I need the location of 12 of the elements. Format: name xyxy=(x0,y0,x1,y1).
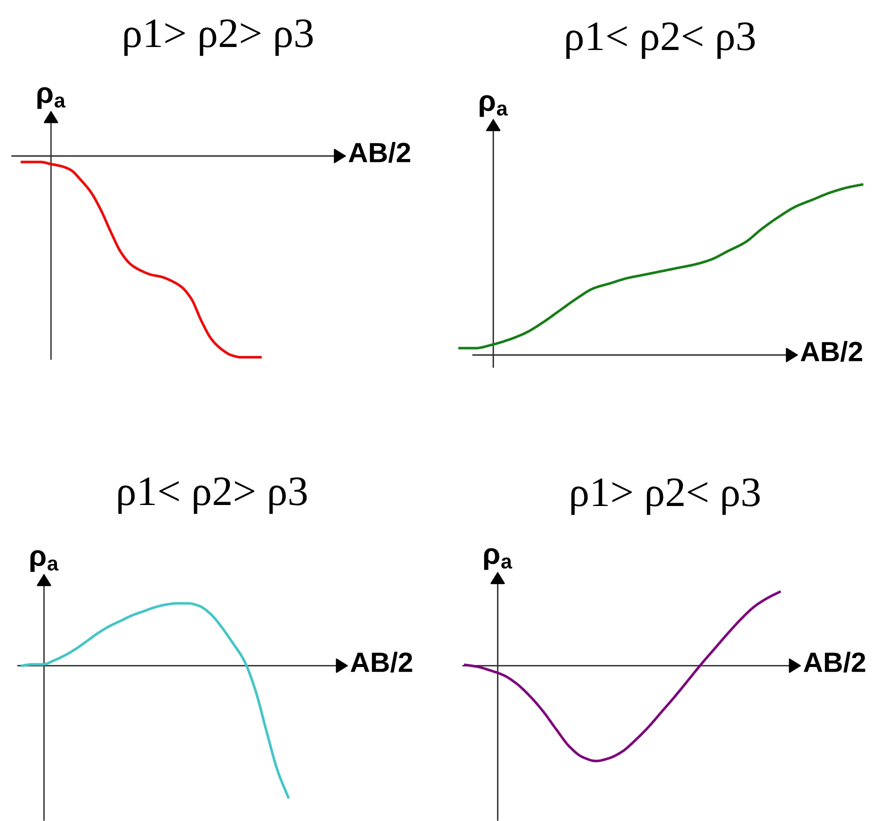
chart-title: ρ1< ρ2< ρ3 xyxy=(566,22,755,59)
x-axis-title: AB/2 xyxy=(800,341,862,362)
y-axis-title: ρ$_{a}$ xyxy=(37,87,66,109)
chart-title: ρ1> ρ2< ρ3 xyxy=(571,478,760,515)
x-axis-title: AB/2 xyxy=(350,652,412,672)
y-axis-title: ρ$_{a}$ xyxy=(30,550,58,572)
x-axis-title: AB/2 xyxy=(804,652,866,672)
y-axis-title: ρ$_{a}$ xyxy=(480,95,508,117)
chart-title: ρ1> ρ2> ρ3 xyxy=(124,19,313,56)
y-axis-title: ρ$_{a}$ xyxy=(484,548,512,570)
x-axis-title: AB/2 xyxy=(348,142,410,163)
chart-title: ρ1< ρ2> ρ3 xyxy=(118,477,307,514)
